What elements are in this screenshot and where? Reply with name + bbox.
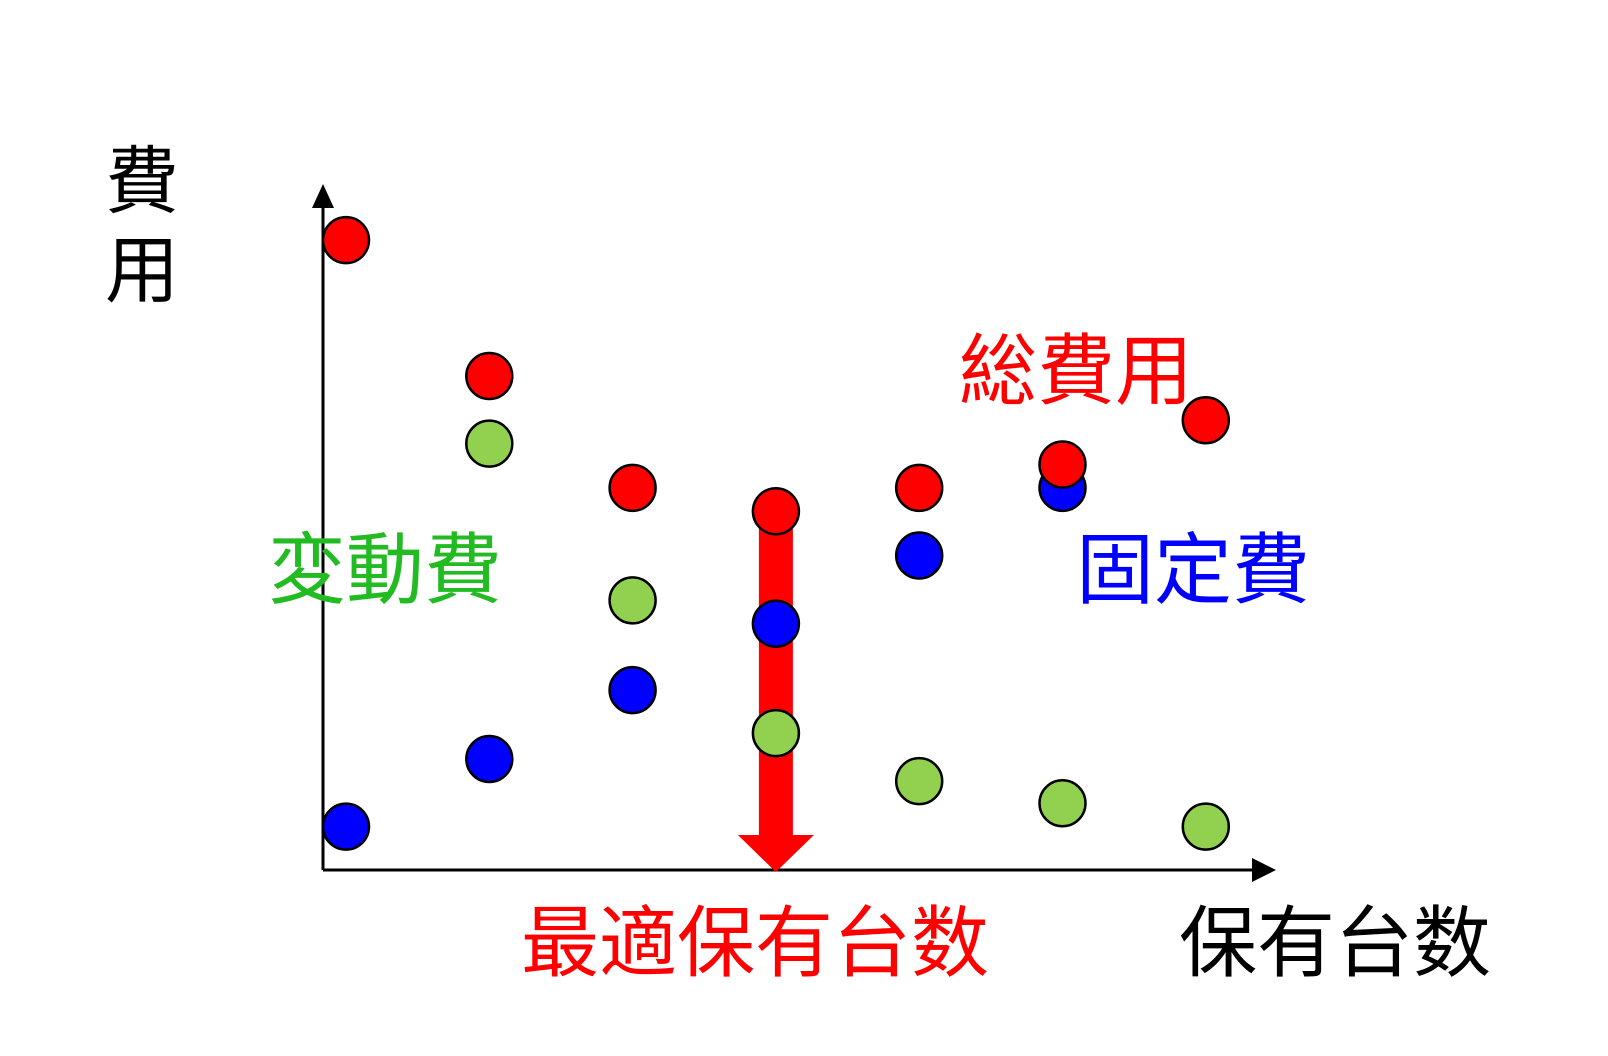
point-series-0-0 — [321, 215, 371, 265]
legend-fixed-cost: 固定費 — [1076, 526, 1310, 616]
point-series-0-5 — [1038, 440, 1087, 489]
point-series-2-1 — [465, 734, 514, 784]
optimal-arrow-shaft — [758, 517, 793, 837]
point-series-1-1 — [608, 576, 657, 625]
point-series-2-4 — [894, 531, 944, 580]
x-axis-arrow-icon — [1252, 858, 1276, 882]
legend-total-cost: 総費用 — [959, 327, 1193, 417]
y-axis-label-char-2: 用 — [105, 228, 179, 314]
optimal-arrow-head-icon — [737, 835, 814, 872]
point-series-0-6 — [1181, 395, 1231, 445]
point-series-1-2 — [751, 708, 801, 758]
optimal-count-label: 最適保有台数 — [521, 899, 989, 989]
y-axis-arrow-icon — [312, 184, 334, 208]
point-series-2-3 — [751, 599, 801, 648]
optimal-count-arrow — [737, 517, 814, 872]
point-series-1-3 — [894, 756, 944, 806]
point-series-0-1 — [465, 351, 514, 401]
x-axis-label: 保有台数 — [1179, 899, 1491, 989]
point-series-1-0 — [465, 419, 514, 468]
data-points — [321, 215, 1231, 851]
point-series-1-5 — [1181, 802, 1231, 851]
point-series-0-3 — [751, 486, 801, 536]
point-series-2-0 — [321, 802, 371, 851]
point-series-1-4 — [1038, 778, 1087, 828]
legend-variable-cost: 変動費 — [268, 526, 502, 616]
point-series-0-2 — [608, 463, 657, 513]
y-axis-label-char-1: 費 — [105, 139, 179, 225]
point-series-0-4 — [894, 463, 944, 513]
point-series-2-2 — [608, 665, 657, 715]
